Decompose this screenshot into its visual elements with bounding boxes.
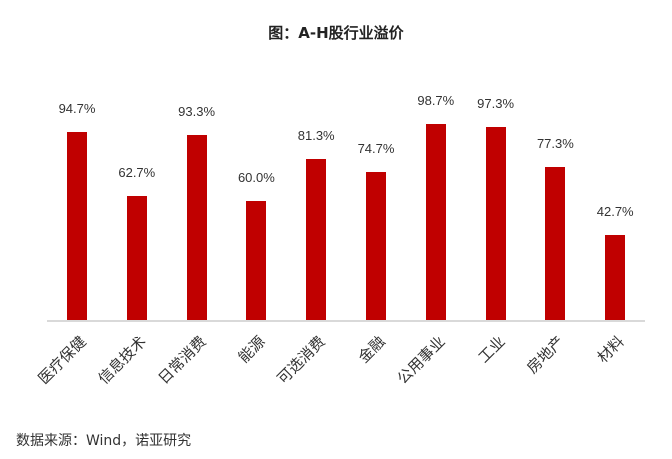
bar (366, 171, 386, 320)
bar (246, 200, 267, 320)
x-tick-label: 可选消费 (273, 332, 329, 388)
x-axis-line (47, 320, 645, 322)
x-tick-label: 日常消费 (154, 332, 210, 388)
x-tick-label: 能源 (235, 332, 270, 367)
data-label: 97.3% (477, 95, 515, 111)
bar (425, 124, 446, 320)
bar (605, 235, 626, 320)
data-label: 81.3% (297, 127, 335, 143)
chart-title: 图：A-H股行业溢价 (268, 24, 404, 42)
x-tick-label: 金融 (354, 332, 389, 367)
x-tick-label: 公用事业 (393, 332, 449, 388)
data-label: 98.7% (417, 93, 455, 109)
data-label: 77.3% (536, 135, 574, 151)
bar (126, 195, 147, 320)
bar (306, 158, 327, 320)
x-tick-label: 材料 (593, 332, 628, 367)
source-note: 数据来源：Wind，诺亚研究 (16, 433, 192, 449)
x-tick-label: 医疗保健 (34, 332, 90, 388)
data-label: 74.7% (357, 140, 395, 156)
bar (545, 166, 566, 320)
data-label: 62.7% (118, 164, 156, 180)
bar (186, 134, 207, 320)
bar (67, 132, 87, 320)
x-tick-label: 房地产 (523, 332, 569, 378)
data-label: 93.3% (178, 103, 216, 119)
x-tick-label: 工业 (474, 332, 509, 367)
x-tick-label: 信息技术 (94, 332, 150, 388)
data-label: 42.7% (596, 204, 634, 220)
bar (485, 126, 506, 320)
data-label: 60.0% (237, 169, 275, 185)
data-label: 94.7% (58, 101, 96, 117)
